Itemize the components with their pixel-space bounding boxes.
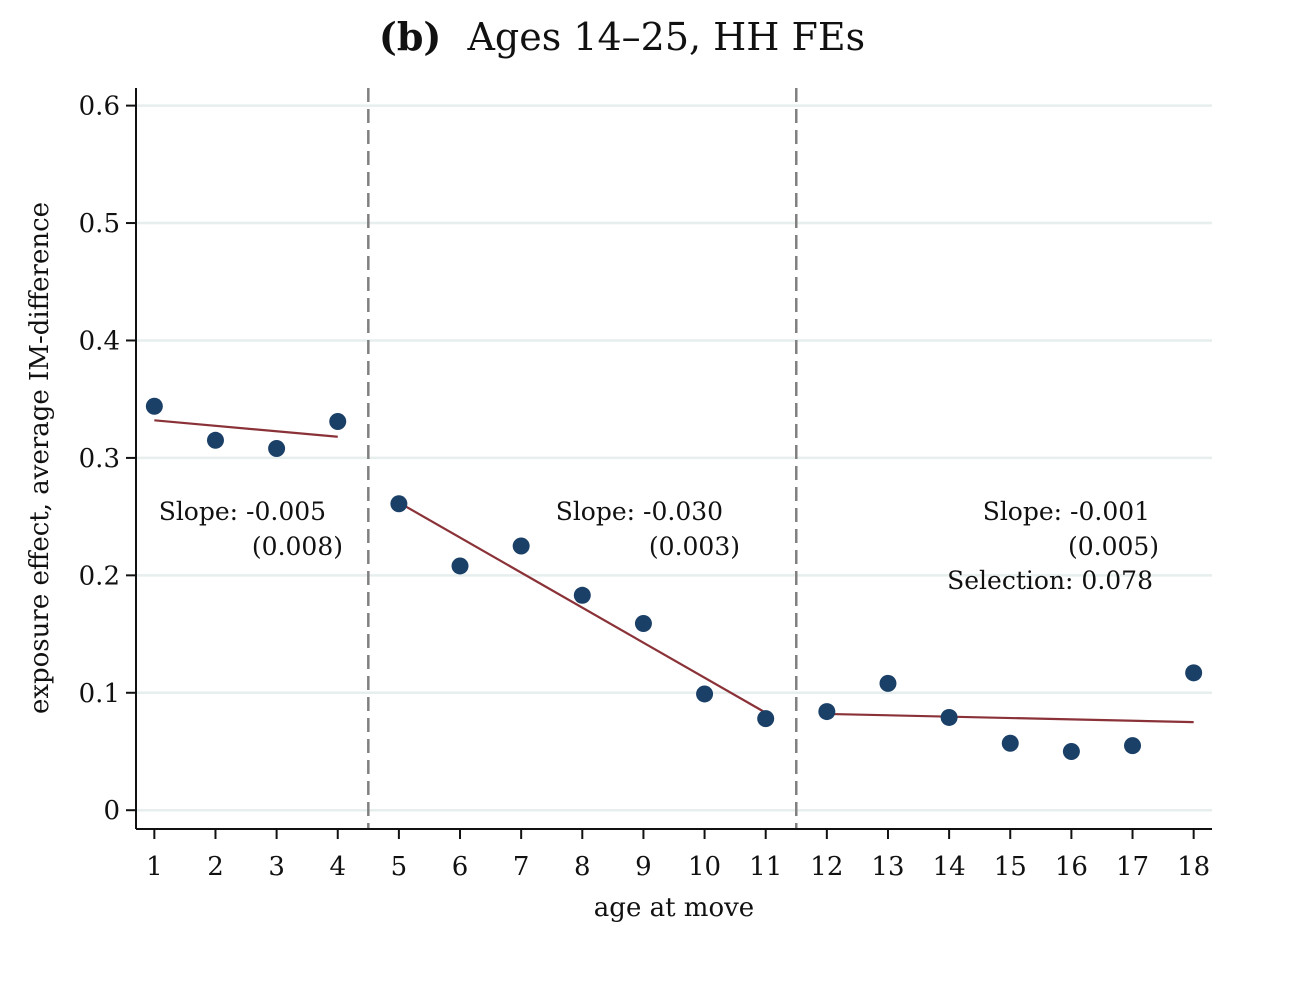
data-point-15 [1062, 742, 1080, 760]
x-tick-label-10: 11 [749, 852, 782, 882]
annotation-group-3: Slope: -0.001 (0.005) Selection: 0.078 [947, 497, 1167, 595]
data-point-10 [757, 710, 775, 728]
data-point-12 [879, 674, 897, 692]
data-point-16 [1124, 737, 1142, 755]
x-tick-label-7: 8 [574, 852, 591, 882]
x-tick-label-15: 16 [1055, 852, 1088, 882]
x-tick-label-17: 18 [1177, 852, 1210, 882]
x-tick-label-12: 13 [871, 852, 904, 882]
annotation-2-slope: Slope: -0.030 [556, 497, 723, 526]
x-tick-label-1: 2 [207, 852, 224, 882]
x-axis-label: age at move [594, 893, 754, 923]
data-point-9 [696, 685, 714, 703]
axes: 00.10.20.30.40.50.61 2 3 4 5 6 7 8 9 10 11 12 13 14 15… [79, 88, 1212, 882]
gridlines [136, 104, 1212, 812]
x-tick-label-6: 7 [513, 852, 530, 882]
data-point-13 [940, 708, 958, 726]
data-point-0 [145, 397, 163, 415]
data-point-3 [329, 413, 347, 431]
data-point-5 [451, 557, 469, 575]
x-tick-label-3: 4 [329, 852, 346, 882]
y-tick-label-1: 0.1 [79, 679, 120, 709]
x-tick-label-16: 17 [1116, 852, 1149, 882]
period-dividers [367, 88, 798, 829]
y-tick-label-4: 0.4 [79, 326, 120, 356]
fit-line-1 [398, 501, 767, 714]
y-tick-label-3: 0.3 [79, 444, 120, 474]
y-tick-label-5: 0.5 [79, 209, 120, 239]
x-tick-label-11: 12 [810, 852, 843, 882]
fit-lines [154, 419, 1194, 724]
annotation-group-2: Slope: -0.030 (0.003) [556, 497, 740, 561]
x-tick-label-0: 1 [146, 852, 163, 882]
data-point-17 [1185, 664, 1203, 682]
data-point-2 [268, 440, 286, 458]
annotation-2-se: (0.003) [649, 532, 740, 561]
x-tick-label-14: 15 [994, 852, 1027, 882]
data-point-14 [1001, 734, 1019, 752]
chart-title: (b) Ages 14–25, HH FEs [379, 14, 865, 59]
fit-line-2 [826, 712, 1194, 724]
y-tick-label-6: 0.6 [79, 92, 120, 122]
x-tick-label-4: 5 [391, 852, 408, 882]
chart-title-text: Ages 14–25, HH FEs [466, 15, 865, 59]
data-point-11 [818, 703, 836, 721]
data-point-6 [512, 537, 530, 555]
data-point-7 [573, 586, 591, 604]
annotation-3-slope: Slope: -0.001 [983, 497, 1150, 526]
x-tick-label-9: 10 [688, 852, 721, 882]
data-point-8 [634, 614, 652, 632]
x-tick-label-13: 14 [933, 852, 966, 882]
annotation-1-slope: Slope: -0.005 [159, 497, 326, 526]
annotation-3-selection: Selection: 0.078 [947, 566, 1153, 595]
fit-line-0 [154, 419, 338, 438]
slope-annotations: Slope: -0.005 (0.008) Slope: -0.030 (0.0… [159, 497, 1167, 595]
y-tick-label-2: 0.2 [79, 561, 120, 591]
annotation-3-se: (0.005) [1068, 532, 1159, 561]
x-tick-label-5: 6 [452, 852, 469, 882]
annotation-group-1: Slope: -0.005 (0.008) [159, 497, 343, 561]
annotation-1-se: (0.008) [252, 532, 343, 561]
data-points [145, 397, 1203, 760]
y-axis-label: exposure effect, average IM-difference [25, 202, 55, 714]
x-tick-label-8: 9 [635, 852, 652, 882]
chart-title-prefix: (b) [379, 14, 442, 59]
y-tick-label-0: 0 [103, 796, 120, 826]
data-point-1 [206, 431, 224, 449]
x-tick-label-2: 3 [268, 852, 285, 882]
data-point-4 [390, 495, 408, 513]
